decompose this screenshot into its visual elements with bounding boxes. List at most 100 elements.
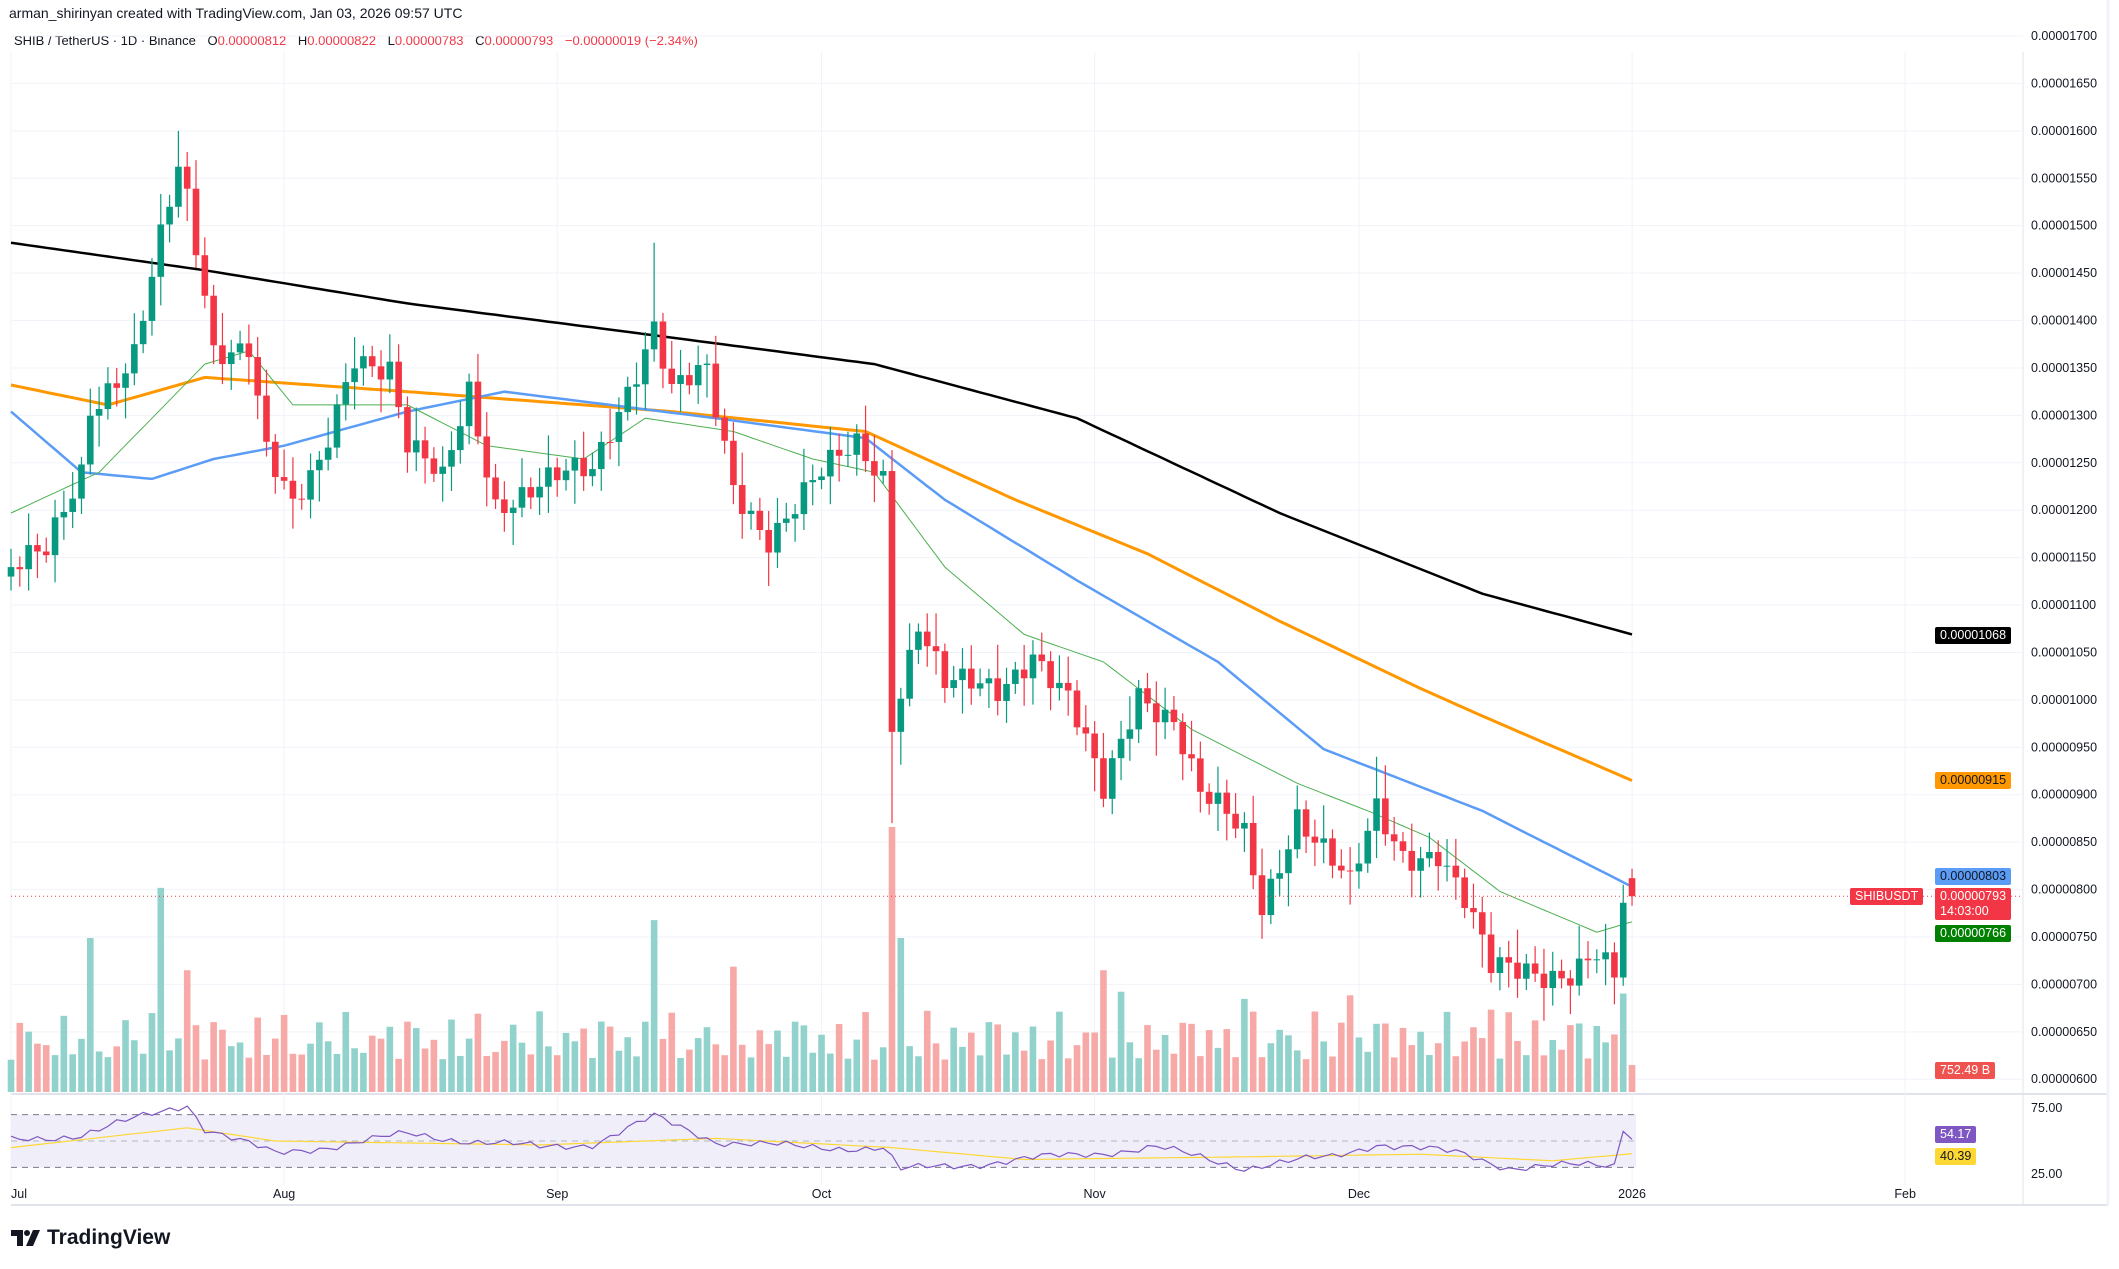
- candle-body: [483, 436, 491, 478]
- candle-body: [941, 651, 949, 689]
- volume-bar: [1611, 1034, 1618, 1092]
- volume-bar: [1170, 1053, 1178, 1092]
- volume-bar: [624, 1037, 631, 1092]
- candle-body: [1355, 863, 1363, 872]
- volume-bar: [1346, 995, 1354, 1092]
- candle-body: [1329, 838, 1336, 866]
- volume-bar: [941, 1059, 949, 1092]
- price-tick-label: 0.00000700: [2031, 977, 2097, 991]
- volume-bar: [104, 1057, 112, 1092]
- candle-body: [1108, 758, 1116, 799]
- volume-bar: [412, 1028, 420, 1092]
- volume-series: [7, 827, 1636, 1092]
- volume-bar: [1426, 1055, 1433, 1092]
- volume-bar: [906, 1046, 913, 1092]
- volume-bar: [1549, 1039, 1557, 1092]
- volume-bar: [386, 1026, 394, 1092]
- volume-bar: [1135, 1058, 1142, 1092]
- volume-bar: [1047, 1040, 1054, 1092]
- candle-body: [738, 485, 746, 514]
- price-tick-label: 0.00001350: [2031, 361, 2097, 375]
- volume-bar: [324, 1041, 332, 1092]
- candle-body: [1153, 703, 1160, 723]
- volume-bar: [333, 1053, 341, 1092]
- volume-value-tag: 752.49 B: [1935, 1062, 1996, 1079]
- candle-body: [377, 366, 385, 380]
- volume-bar: [509, 1024, 517, 1092]
- candle-body: [959, 668, 966, 681]
- volume-bar: [1003, 1054, 1010, 1092]
- rsi-tick-label: 25.00: [2031, 1167, 2062, 1181]
- candle-body: [862, 433, 869, 462]
- volume-bar: [1470, 1027, 1477, 1092]
- candle-body: [25, 545, 32, 570]
- volume-bar: [650, 920, 658, 1092]
- rsi-value-tag: 54.17: [1935, 1126, 1977, 1143]
- candle-body: [192, 188, 200, 256]
- candle-body: [518, 487, 526, 508]
- candle-body: [765, 530, 772, 553]
- volume-bar: [571, 1041, 579, 1092]
- volume-bar: [227, 1046, 235, 1092]
- candle-body: [1408, 850, 1416, 871]
- candle-body: [236, 343, 244, 353]
- high-label: H: [297, 33, 308, 48]
- volume-bar: [950, 1027, 957, 1092]
- candle-body: [474, 381, 482, 437]
- candle-body: [307, 470, 314, 500]
- volume-bar: [1012, 1032, 1019, 1092]
- volume-bar: [1223, 1029, 1231, 1092]
- candle-body: [1038, 654, 1046, 662]
- volume-bar: [1540, 1055, 1548, 1092]
- bar-countdown: 14:03:00: [1940, 904, 1989, 918]
- volume-bar: [1197, 1056, 1204, 1092]
- volume-bar: [1531, 1020, 1539, 1092]
- volume-bar: [642, 1021, 649, 1092]
- ma20-line: [10, 350, 1633, 933]
- volume-bar: [368, 1035, 376, 1092]
- candle-body: [1047, 661, 1054, 689]
- volume-bar: [395, 1058, 402, 1092]
- volume-bar: [139, 1053, 147, 1092]
- volume-bar: [113, 1046, 121, 1092]
- volume-bar: [1144, 1025, 1151, 1092]
- candle-body: [254, 357, 261, 396]
- candle-body: [42, 551, 50, 556]
- candle-body: [210, 295, 217, 346]
- time-tick-label: Sep: [546, 1187, 568, 1201]
- candle-body: [1382, 798, 1389, 835]
- volume-bar: [1408, 1045, 1416, 1092]
- volume-bar: [747, 1057, 755, 1092]
- candle-body: [1443, 865, 1451, 867]
- candle-body: [1003, 683, 1010, 701]
- volume-bar: [1575, 1023, 1583, 1092]
- candle-body: [1258, 875, 1266, 916]
- candle-body: [60, 511, 68, 518]
- volume-bar: [404, 1021, 411, 1092]
- volume-bar: [985, 1022, 993, 1092]
- ma100-line: [10, 375, 1633, 782]
- price-tick-label: 0.00001650: [2031, 76, 2097, 90]
- volume-bar: [148, 1013, 156, 1092]
- candle-body: [871, 461, 878, 476]
- candle-body: [994, 678, 1002, 701]
- candle-body: [1628, 878, 1636, 897]
- candle-body: [69, 498, 76, 512]
- candle-body: [404, 407, 411, 453]
- candle-body: [1188, 754, 1195, 759]
- volume-bar: [967, 1032, 975, 1092]
- price-tick-label: 0.00000650: [2031, 1025, 2097, 1039]
- tradingview-logo[interactable]: TradingView: [11, 1226, 170, 1250]
- candle-body: [1161, 709, 1169, 723]
- symbol-title[interactable]: SHIB / TetherUS · 1D · Binance: [14, 33, 196, 48]
- candle-body: [1523, 963, 1530, 979]
- price-tick-label: 0.00001100: [2031, 598, 2096, 612]
- volume-bar: [668, 1012, 676, 1092]
- candle-body: [1461, 877, 1468, 909]
- volume-bar: [1258, 1057, 1266, 1092]
- volume-bar: [210, 1022, 217, 1092]
- candle-body: [1100, 758, 1107, 799]
- candle-body: [368, 356, 376, 367]
- candle-body: [386, 361, 394, 380]
